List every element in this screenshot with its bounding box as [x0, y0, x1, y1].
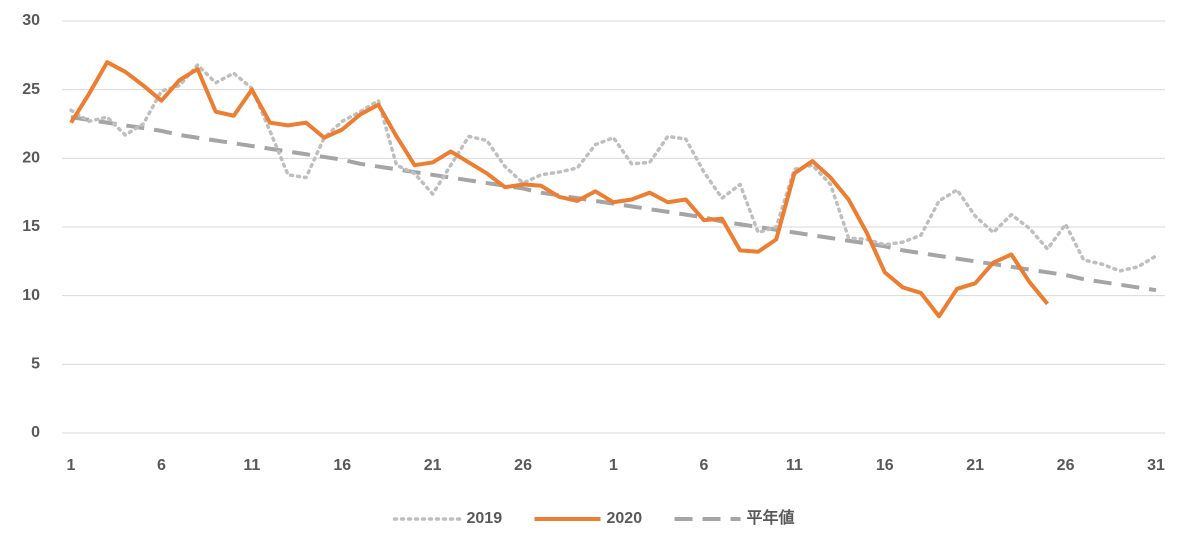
x-tick-label: 6 — [157, 457, 166, 474]
x-tick-label: 1 — [609, 457, 618, 474]
x-tick-label: 26 — [514, 457, 532, 474]
y-tick-label: 15 — [22, 218, 40, 235]
y-tick-label: 30 — [22, 12, 40, 29]
x-tick-label: 31 — [1147, 457, 1165, 474]
y-tick-label: 5 — [31, 356, 40, 373]
x-tick-label: 16 — [333, 457, 351, 474]
x-tick-label: 11 — [243, 457, 260, 474]
legend-label: 2019 — [467, 510, 503, 527]
x-tick-label: 21 — [424, 457, 442, 474]
x-tick-label: 16 — [876, 457, 894, 474]
y-tick-label: 0 — [31, 424, 40, 441]
x-tick-label: 26 — [1057, 457, 1075, 474]
y-tick-label: 20 — [22, 150, 40, 167]
series-line — [69, 63, 1158, 273]
y-tick-label: 25 — [22, 81, 40, 98]
x-tick-label: 1 — [67, 457, 76, 474]
x-tick-label: 6 — [699, 457, 708, 474]
x-tick-label: 11 — [786, 457, 803, 474]
y-tick-label: 10 — [22, 287, 40, 304]
legend-label: 2020 — [607, 510, 643, 527]
legend-label: 平年値 — [747, 508, 795, 527]
x-tick-label: 21 — [966, 457, 984, 474]
series-line — [69, 60, 1050, 319]
